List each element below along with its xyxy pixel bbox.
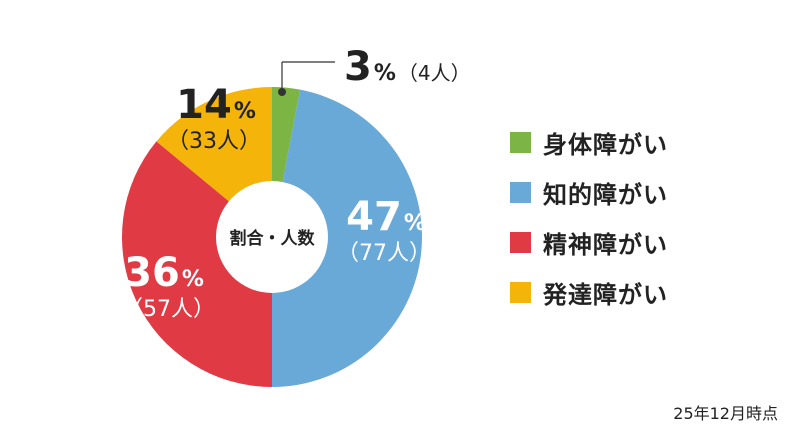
legend-swatch-intellectual bbox=[510, 181, 531, 203]
legend-item-developmental: 発達障がい bbox=[510, 278, 668, 309]
legend: 身体障がい 知的障がい 精神障がい 発達障がい bbox=[510, 128, 668, 328]
legend-item-intellectual: 知的障がい bbox=[510, 178, 668, 209]
legend-item-mental: 精神障がい bbox=[510, 228, 668, 259]
leader-dot bbox=[278, 88, 286, 96]
legend-swatch-physical bbox=[510, 131, 531, 153]
legend-swatch-developmental bbox=[510, 281, 531, 303]
slice-count-mental: （57人） bbox=[121, 297, 215, 322]
legend-label-intellectual: 知的障がい bbox=[543, 180, 668, 209]
slice-percent-mental: 36% bbox=[124, 250, 204, 296]
legend-swatch-mental bbox=[510, 231, 531, 253]
date-note: 25年12月時点 bbox=[673, 404, 778, 423]
legend-label-developmental: 発達障がい bbox=[543, 280, 668, 309]
legend-label-physical: 身体障がい bbox=[543, 130, 668, 159]
pie-slice-intellectual bbox=[272, 89, 423, 387]
slice-percent-developmental: 14% bbox=[176, 82, 256, 128]
donut-hole bbox=[216, 181, 328, 293]
pie-slice-mental bbox=[121, 141, 273, 388]
slice-count-intellectual: （77人） bbox=[337, 241, 431, 266]
slice-label-physical: 3% （4人） bbox=[344, 44, 471, 90]
center-label: 割合・人数 bbox=[230, 228, 316, 249]
legend-item-physical: 身体障がい bbox=[510, 128, 668, 159]
slice-percent-intellectual: 47% bbox=[346, 194, 426, 240]
legend-label-mental: 精神障がい bbox=[543, 230, 668, 259]
slice-count-developmental: （33人） bbox=[167, 129, 261, 154]
